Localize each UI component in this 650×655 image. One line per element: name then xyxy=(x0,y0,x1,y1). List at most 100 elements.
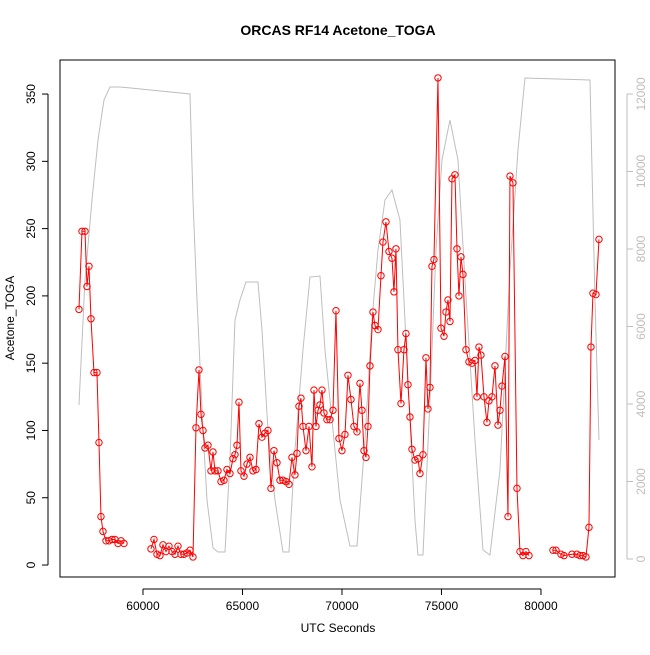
data-point xyxy=(99,527,107,536)
data-point xyxy=(444,296,452,304)
data-point xyxy=(310,386,318,394)
data-point xyxy=(379,238,387,246)
y-tick-label: 150 xyxy=(24,353,38,373)
data-point xyxy=(197,410,205,419)
data-point xyxy=(392,245,400,253)
x-tick-label: 70000 xyxy=(325,599,359,613)
data-point xyxy=(560,551,568,560)
data-point xyxy=(491,362,499,370)
data-point xyxy=(424,405,432,413)
data-point xyxy=(83,282,91,291)
data-point xyxy=(568,550,576,558)
data-point xyxy=(229,455,237,463)
data-point xyxy=(87,315,95,323)
data-point xyxy=(462,346,470,354)
data-point xyxy=(475,343,483,351)
x-tick-label: 65000 xyxy=(226,599,260,613)
data-point xyxy=(288,453,296,462)
data-point xyxy=(246,453,254,462)
data-point xyxy=(457,253,465,261)
data-point xyxy=(240,472,248,480)
data-point xyxy=(338,446,346,455)
y2-tick-label: 2000 xyxy=(634,468,648,495)
data-point xyxy=(408,445,416,453)
data-point xyxy=(437,324,445,332)
data-point xyxy=(207,467,215,475)
y2-tick-label: 8000 xyxy=(634,235,648,262)
data-point xyxy=(406,413,414,421)
data-point xyxy=(506,172,514,180)
data-point xyxy=(402,329,410,338)
data-point xyxy=(189,553,197,561)
data-point xyxy=(93,368,101,377)
data-point xyxy=(302,446,310,455)
data-point xyxy=(308,463,316,471)
data-point xyxy=(504,512,512,521)
data-point xyxy=(377,272,385,280)
data-point xyxy=(446,317,454,326)
data-point xyxy=(455,292,463,300)
data-point xyxy=(316,401,324,409)
data-point xyxy=(209,448,217,456)
data-point xyxy=(374,325,382,334)
data-point xyxy=(400,346,408,354)
data-point xyxy=(434,74,442,82)
data-point xyxy=(453,245,461,253)
data-point xyxy=(471,356,479,365)
data-point xyxy=(473,393,481,401)
data-point xyxy=(488,393,496,401)
data-point xyxy=(426,383,434,392)
data-point xyxy=(195,366,203,374)
data-point xyxy=(587,343,595,351)
data-point xyxy=(404,381,412,389)
data-point xyxy=(353,428,361,436)
data-point xyxy=(414,455,422,463)
y-tick-label: 50 xyxy=(24,491,38,505)
data-point xyxy=(186,546,194,554)
data-point xyxy=(451,171,459,179)
data-point xyxy=(199,426,207,435)
data-point xyxy=(388,254,396,262)
data-point xyxy=(480,393,488,401)
y2-tick-label: 0 xyxy=(634,555,648,562)
data-point xyxy=(264,426,272,435)
data-point xyxy=(235,398,243,406)
data-point xyxy=(233,441,241,449)
data-point xyxy=(78,227,86,236)
data-point xyxy=(267,484,275,493)
x-tick-label: 60000 xyxy=(126,599,160,613)
data-point xyxy=(358,406,366,414)
data-point xyxy=(552,546,560,554)
data-point xyxy=(350,422,358,431)
data-point xyxy=(360,446,368,455)
data-point xyxy=(498,382,506,390)
data-point xyxy=(291,471,299,479)
data-point xyxy=(335,434,343,443)
data-point xyxy=(592,290,600,299)
data-point xyxy=(90,368,98,377)
data-point xyxy=(428,262,436,270)
y-tick-label: 300 xyxy=(24,151,38,171)
data-point xyxy=(243,460,251,468)
y2-tick-label: 4000 xyxy=(634,390,648,417)
data-point xyxy=(595,235,603,244)
data-point xyxy=(226,469,234,478)
y2-tick-label: 6000 xyxy=(634,313,648,340)
chart-title: ORCAS RF14 Acetone_TOGA xyxy=(240,22,435,38)
data-point xyxy=(318,386,326,394)
y-axis-label: Acetone_TOGA xyxy=(3,276,17,361)
data-point xyxy=(525,551,533,560)
data-point xyxy=(237,467,245,475)
data-point xyxy=(305,422,313,431)
data-point xyxy=(297,394,305,402)
y-tick-label: 100 xyxy=(24,420,38,440)
data-point xyxy=(382,218,390,226)
data-point xyxy=(85,262,93,270)
data-point xyxy=(344,371,352,379)
y-tick-label: 0 xyxy=(24,561,38,568)
series-line xyxy=(78,77,600,556)
data-point xyxy=(120,539,128,548)
data-point xyxy=(440,332,448,340)
